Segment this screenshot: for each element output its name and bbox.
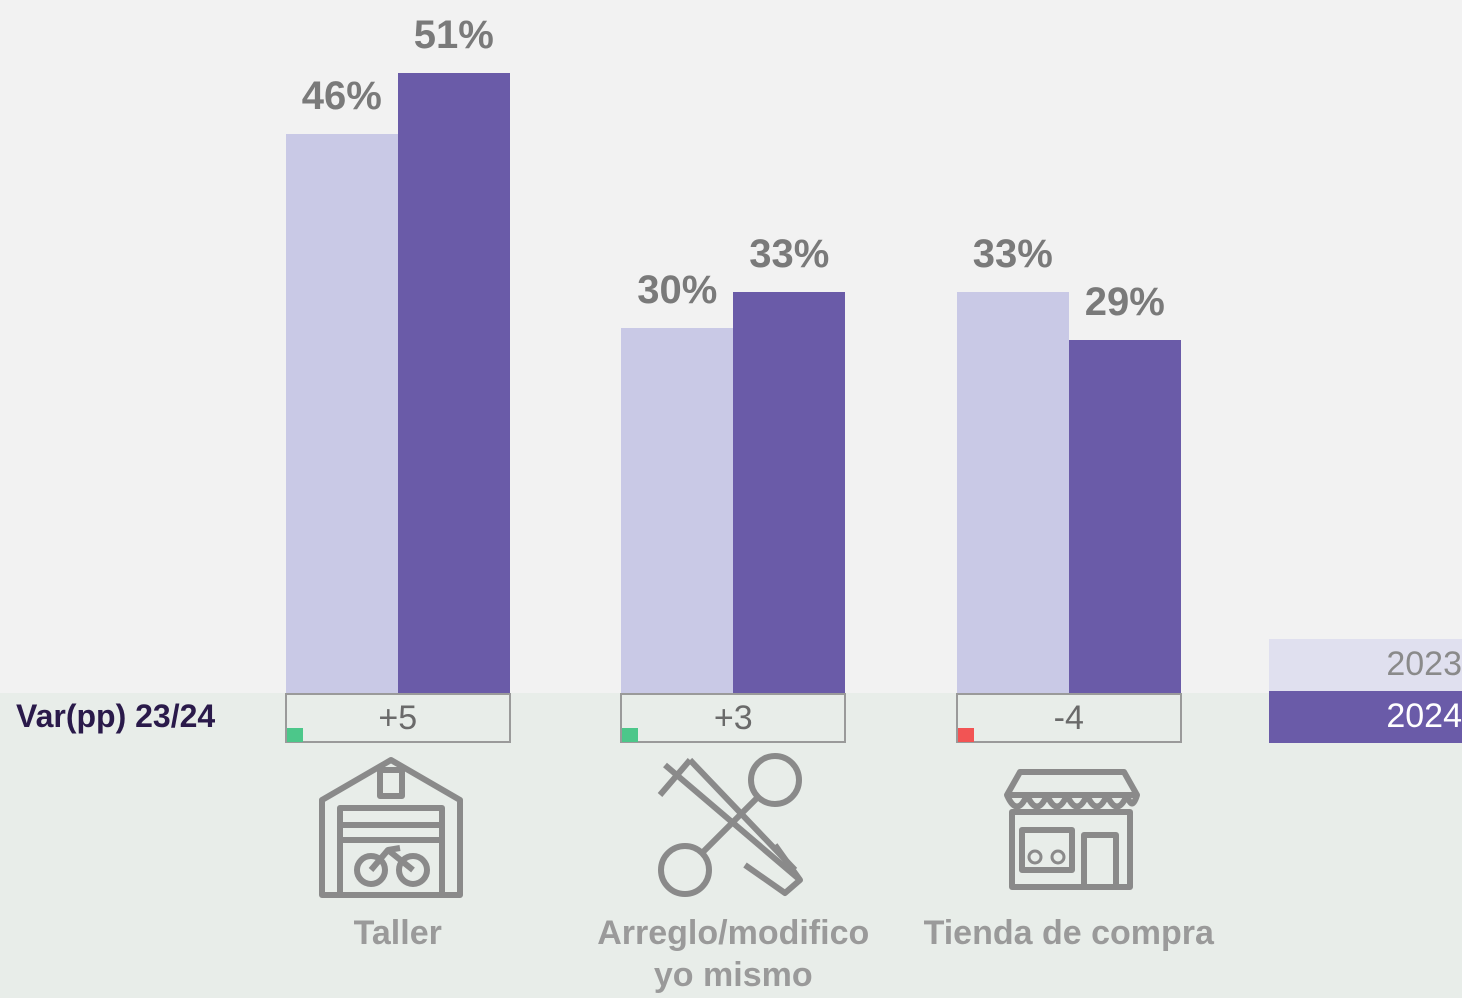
value-label: 33% xyxy=(749,231,830,276)
value-label: 30% xyxy=(637,268,718,313)
variation-indicator xyxy=(286,728,303,742)
value-label: 33% xyxy=(972,231,1053,276)
legend-entry: 2023 xyxy=(1269,639,1462,691)
category-label: Arreglo/modifico yo mismo xyxy=(597,914,870,994)
legend-entry: 2024 xyxy=(1269,691,1462,743)
variation-box: +3 xyxy=(620,693,847,743)
value-label: 46% xyxy=(301,73,382,118)
variation-label: Var(pp) 23/24 xyxy=(16,698,216,734)
bar xyxy=(956,291,1069,693)
bar xyxy=(733,291,846,693)
variation-indicator xyxy=(957,728,974,742)
bar xyxy=(397,72,510,693)
variation-indicator xyxy=(622,728,639,742)
footer-band xyxy=(0,693,1462,998)
bar xyxy=(285,133,398,693)
variation-box: -4 xyxy=(955,693,1182,743)
category-label: Tienda de compra xyxy=(923,914,1214,952)
bar xyxy=(621,328,734,693)
value-label: 29% xyxy=(1084,280,1165,325)
value-label: 51% xyxy=(413,12,494,57)
variation-box: +5 xyxy=(284,693,511,743)
bar xyxy=(1068,340,1181,693)
category-label: Taller xyxy=(353,914,442,952)
